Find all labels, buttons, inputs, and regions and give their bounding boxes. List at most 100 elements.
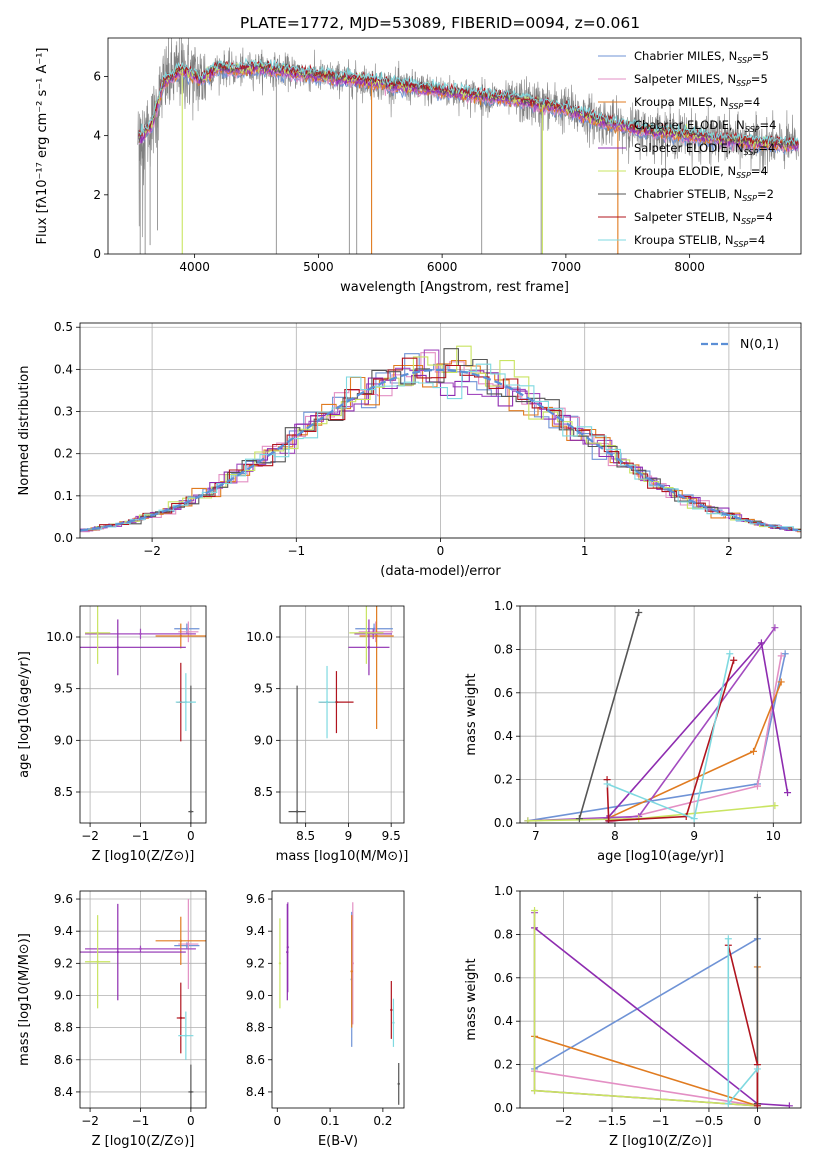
y-tick-label: 0.0 [494,1101,513,1115]
x-tick-label: 10 [766,829,781,843]
axes-frame [519,605,802,824]
y-tick-label: 9.5 [254,682,273,696]
y-tick-label: 0.1 [54,489,73,503]
y-tick-label: 0.8 [494,927,513,941]
plot-area [524,609,792,823]
y-tick-label: 0.6 [494,971,513,985]
x-tick-label: −1 [132,1114,150,1128]
y-tick-label: 8.5 [54,785,73,799]
x-tick-label: 0 [273,1114,281,1128]
x-tick-label: 6000 [427,260,458,274]
data-point [185,944,189,947]
weight-marker [781,650,789,658]
weight-marker [753,894,761,902]
y-tick-label: 0.0 [54,531,73,545]
x-axis-label: age [log10(age/yr)] [597,849,724,864]
weight-marker [777,652,785,660]
legend-name: Salpeter STELIB [634,210,725,224]
legend-label: N(0,1) [740,336,779,351]
data-point [375,634,378,638]
axes-frame [79,890,207,1109]
x-tick-label: 7000 [551,260,582,274]
legend-space: , N [718,233,734,247]
weight-marker [753,782,761,790]
legend-name: Chabrier ELODIE [634,118,729,132]
y-tick-label: 0.4 [494,1014,513,1028]
data-point [392,1021,395,1025]
plot-area [137,38,799,254]
y-tick-label: 0.8 [494,642,513,656]
y-tick-label: 0.3 [54,405,73,419]
y-tick-label: 9.2 [54,956,73,970]
weight-marker [730,656,738,664]
legend-label: Kroupa ELODIE, NSSP=4 [634,164,768,180]
legend-nssp: 4 [753,95,760,109]
data-point [187,942,190,946]
y-tick-label: 0.0 [494,816,513,830]
legend-label: Chabrier MILES, NSSP=5 [634,49,769,65]
legend-label: Kroupa STELIB, NSSP=4 [634,233,765,249]
legend-sub: SSP [736,171,751,180]
y-axis-label: mass weight [464,958,479,1040]
weight-series [606,660,735,822]
weight-marker [531,1087,539,1095]
legend-space: , N [720,164,736,178]
y-axis-label: Flux [fλ10⁻¹⁷ erg cm⁻² s⁻¹ A⁻¹] [35,48,50,245]
legend-space: , N [721,49,737,63]
data-point [278,962,282,965]
legend-eq: = [743,95,753,109]
x-tick-label: 9 [345,829,353,843]
plot-area [531,894,793,1108]
legend-sub: SSP [742,194,757,203]
weight-marker [605,817,613,823]
weight-marker [785,1102,793,1108]
y-tick-label: 10.0 [246,630,273,644]
x-tick-label: 0.2 [373,1114,392,1128]
x-tick-label: 0 [187,829,195,843]
legend-sub: SSP [729,102,744,111]
y-tick-label: 0.5 [54,320,73,334]
weight-vs-metallicity-panel: −2 −1.5 −1 −0.5 0 0.0 0.2 0.4 0.6 0.8 1.0 Z [log10(… [464,884,802,1149]
y-tick-label: 10.0 [46,630,73,644]
y-axis-label: mass weight [464,673,479,755]
legend-eq: = [760,118,770,132]
data-point [179,1016,182,1020]
y-tick-label: 1.0 [494,884,513,898]
age-vs-mass-panel: 8.5 9 9.5 8.5 9.0 9.5 10.0 mass [log10(M/M⊙)] [246,605,408,864]
x-tick-label: 7 [532,829,540,843]
axes-frame [279,605,405,824]
weight-series [727,945,759,1106]
weight-marker [750,747,758,755]
y-tick-label: 8.8 [54,1021,73,1035]
y-tick-label: 9.0 [254,733,273,747]
data-point [390,1008,393,1012]
weight-series [578,612,640,819]
legend-name: Chabrier MILES [634,49,721,63]
legend-label: Salpeter STELIB, NSSP=4 [634,210,773,226]
legend-sub: SSP [734,240,749,249]
weight-marker [690,815,698,823]
weight-marker [724,1100,732,1108]
legend-nssp: 4 [758,233,765,247]
data-point [179,939,182,943]
y-axis-label: mass [log10(M/M⊙)] [17,933,32,1066]
data-point [189,810,193,813]
axes-frame [107,37,802,255]
legend-nssp: 2 [767,187,774,201]
y-tick-label: 0.4 [54,362,73,376]
x-axis-label: wavelength [Angstrom, rest frame] [340,280,569,295]
legend-eq: = [756,210,766,224]
legend-label: Kroupa MILES, NSSP=4 [634,95,760,111]
data-point [184,1034,188,1037]
histogram-series [83,348,801,530]
legend-name: Kroupa ELODIE [634,164,720,178]
weight-marker [531,907,539,915]
y-tick-label: 6 [93,69,101,83]
model-spectrum [138,57,799,145]
y-tick-label: 8.8 [246,1021,265,1035]
mass-vs-metallicity-panel: −2 −1 0 8.4 8.6 8.8 9.0 9.2 9.4 9.6 Z [log10(Z/Z⊙)… [17,890,207,1149]
legend-sub: SSP [741,217,756,226]
plot-area [278,902,400,1105]
